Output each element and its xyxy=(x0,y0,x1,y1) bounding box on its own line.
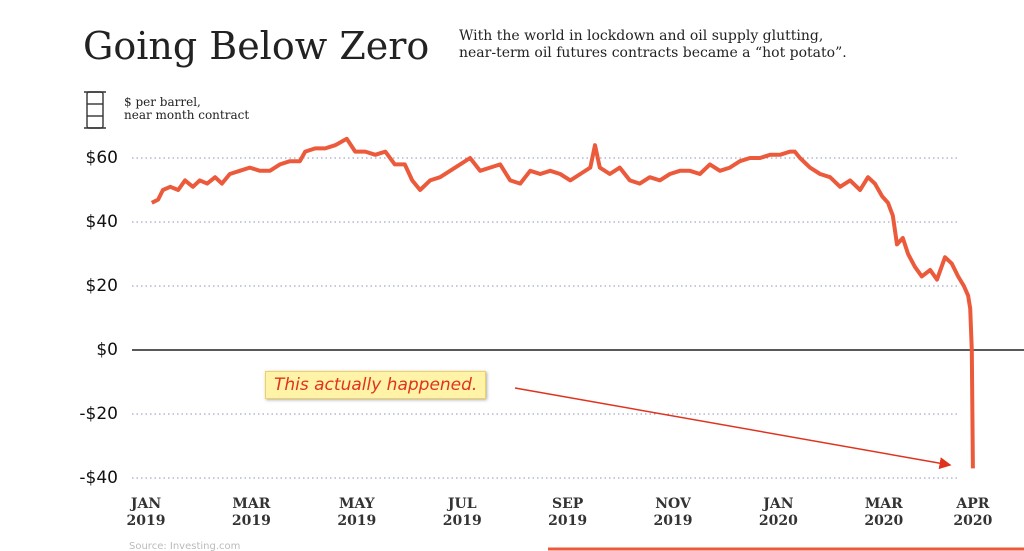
x-tick-label: NOV 2019 xyxy=(653,496,693,529)
x-tick-label: MAR 2020 xyxy=(864,496,904,529)
x-tick-label: JAN 2020 xyxy=(758,496,798,529)
source: Source: Investing.com xyxy=(129,541,241,551)
y-tick-label: -$40 xyxy=(79,468,118,488)
x-tick-label: SEP 2019 xyxy=(548,496,588,529)
price-line xyxy=(150,136,975,469)
barrel-icon xyxy=(84,91,106,129)
y-tick-label: $60 xyxy=(86,148,118,168)
annotation: This actually happened. xyxy=(265,371,487,399)
x-tick-label: JUL 2019 xyxy=(442,496,482,529)
y-tick-label: $40 xyxy=(86,212,118,232)
chart-title: Going Below Zero xyxy=(83,24,430,68)
y-tick-label: $20 xyxy=(86,276,118,296)
annotation-arrow xyxy=(514,387,952,470)
subtitle: With the world in lockdown and oil suppl… xyxy=(459,28,847,61)
y-tick-label: $0 xyxy=(96,340,118,360)
y-unit-label: $ per barrel, near month contract xyxy=(124,95,250,122)
x-tick-label: JAN 2019 xyxy=(126,496,166,529)
x-tick-label: APR 2020 xyxy=(953,496,993,529)
x-tick-label: MAR 2019 xyxy=(231,496,271,529)
y-tick-label: -$20 xyxy=(79,404,118,424)
x-tick-label: MAY 2019 xyxy=(337,496,377,529)
